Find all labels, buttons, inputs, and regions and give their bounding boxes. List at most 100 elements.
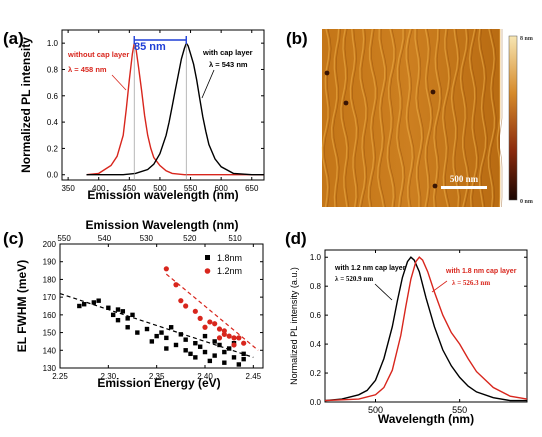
afm-step-shadow	[361, 28, 369, 208]
point-1p2nm	[192, 308, 198, 314]
top-tick-label: 550	[57, 234, 71, 243]
afm-step-edge	[358, 28, 367, 208]
height-colorbar	[508, 35, 518, 201]
point-1p2nm	[216, 326, 223, 332]
afm-step-shadow	[407, 28, 415, 208]
point-1p8nm	[77, 303, 82, 309]
afm-step-shadow	[453, 28, 461, 208]
y-tick-label: 0.4	[310, 340, 322, 349]
afm-step-shadow	[379, 28, 388, 208]
x-tick-label: 600	[214, 184, 228, 193]
afm-step-edge	[386, 28, 395, 208]
afm-step-shadow	[333, 28, 341, 208]
point-1p8nm	[135, 330, 140, 335]
y-tick-label: 0.6	[310, 311, 322, 320]
x-tick-label: 400	[92, 184, 106, 193]
afm-step-edge	[367, 28, 376, 208]
point-1p2nm	[221, 328, 227, 334]
pointer-1p2nm	[374, 283, 393, 301]
afm-pit	[432, 183, 438, 189]
afm-pit	[324, 70, 330, 76]
x-tick-label: 2.25	[52, 372, 68, 381]
afm-step-edge	[468, 28, 478, 208]
afm-step-shadow	[416, 28, 425, 207]
y-tick-label: 180	[43, 275, 57, 284]
afm-step-texture	[321, 28, 503, 208]
point-1p8nm	[125, 325, 130, 330]
point-1p8nm	[183, 348, 188, 353]
legend-without-cap-1: without cap layer	[67, 50, 129, 59]
curve-1p8nm-cap	[324, 256, 528, 402]
x-tick-label: 450	[123, 184, 137, 193]
afm-step-edge	[321, 28, 330, 208]
y-tick-label: 160	[43, 311, 57, 320]
panel-d-x-title: Wavelength (nm)	[378, 412, 474, 426]
colorbar-top-label: 8 nm	[520, 36, 533, 42]
point-1p8nm	[106, 305, 111, 310]
afm-step-shadow	[471, 28, 479, 208]
top-tick-label: 540	[98, 234, 112, 243]
panel-c-top-axis: 550 540 530 520 510	[57, 234, 242, 243]
point-1p8nm	[236, 362, 242, 367]
y-tick-label: 0.8	[310, 282, 322, 291]
point-1p8nm	[222, 349, 227, 355]
x-tick-label: 650	[245, 184, 259, 193]
panel-d-y-axis: 0.0 0.2 0.4 0.6 0.8 1.0	[310, 253, 527, 407]
y-tick-label: 0.6	[47, 92, 59, 101]
y-tick-label: 0.8	[47, 65, 59, 74]
panel-c-plot-area	[59, 266, 259, 367]
afm-step-edge	[340, 28, 348, 208]
point-1p8nm	[183, 337, 188, 342]
point-1p8nm	[81, 302, 87, 307]
point-1p8nm	[164, 346, 169, 351]
point-1p8nm	[226, 346, 232, 351]
point-1p8nm	[120, 309, 126, 314]
afm-step-edge	[349, 28, 358, 208]
point-1p2nm	[226, 333, 232, 339]
point-1p2nm	[216, 335, 223, 341]
afm-step-edge	[432, 28, 441, 208]
x-tick-label: 550	[452, 405, 467, 415]
afm-step-edge	[414, 28, 423, 207]
top-tick-label: 530	[140, 234, 154, 243]
afm-step-edge	[442, 28, 450, 208]
afm-step-shadow	[480, 28, 488, 208]
panel-a: (a) 350 400 450 500 550 600 650 0.00.20.40.60.…	[3, 29, 265, 202]
afm-step-shadow	[324, 28, 332, 208]
x-tick-label: 2.40	[197, 372, 213, 381]
afm-step-edge	[450, 28, 460, 208]
y-tick-label: 190	[43, 258, 57, 267]
top-tick-label: 520	[183, 234, 197, 243]
legend-1p2nm-2: λ = 520.9 nm	[335, 275, 373, 283]
afm-step-shadow	[498, 29, 503, 208]
x-tick-label: 500	[368, 405, 383, 415]
scale-bar	[441, 186, 487, 189]
pointer-with-cap	[201, 69, 215, 99]
y-tick-label: 1.0	[310, 253, 322, 262]
afm-step-edge	[330, 28, 340, 208]
colorbar-bottom-label: 0 nm	[520, 199, 533, 205]
point-1p2nm	[202, 324, 208, 330]
panel-d-plot-area	[324, 256, 528, 402]
afm-step-edge	[396, 29, 404, 208]
point-1p2nm	[212, 321, 218, 327]
legend-with-cap-2: λ = 543 nm	[209, 60, 248, 69]
point-1p8nm	[173, 342, 179, 348]
point-1p8nm	[197, 344, 203, 349]
point-1p2nm	[207, 319, 213, 325]
pointer-without-cap	[111, 74, 127, 91]
panel-a-y-title: Normalized PL intensity	[19, 37, 33, 173]
point-1p2nm	[163, 266, 169, 272]
pointer-1p8nm	[431, 280, 448, 293]
panel-d-y-title: Normalized PL intensity (a.u.)	[289, 267, 299, 385]
point-1p8nm	[96, 298, 101, 303]
point-1p8nm	[212, 353, 217, 358]
legend-with-cap-1: with cap layer	[202, 48, 253, 57]
afm-step-edge	[496, 29, 501, 208]
legend-label-1p8: 1.8nm	[217, 253, 242, 263]
x-tick-label: 350	[61, 184, 75, 193]
panel-a-frame	[61, 29, 265, 181]
panel-d-x-axis: 500 550	[368, 250, 467, 415]
point-1p8nm	[149, 339, 155, 344]
